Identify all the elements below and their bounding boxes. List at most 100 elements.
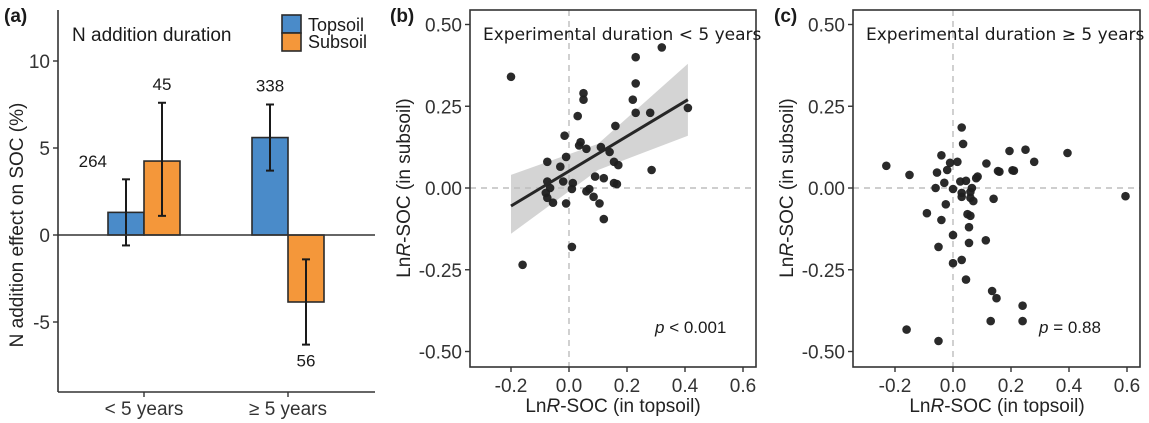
sample-size-label: 56 <box>297 352 316 371</box>
x-title-r: R <box>546 396 560 417</box>
y-tick-label: 10 <box>29 52 50 73</box>
panel-c-x-axis-title: LnR-SOC (in topsoil) <box>909 396 1084 417</box>
panel-b-x-axis-title: LnR-SOC (in topsoil) <box>525 396 700 417</box>
data-point <box>937 215 946 225</box>
legend-swatch-topsoil <box>281 14 302 34</box>
data-point <box>628 95 638 104</box>
data-point <box>573 111 582 121</box>
y-tick-label: -5 <box>33 313 50 334</box>
data-point <box>948 230 958 240</box>
data-point <box>631 52 640 62</box>
data-point <box>931 183 940 193</box>
data-point <box>992 293 1001 303</box>
data-point <box>631 108 640 118</box>
x-title-ln: Ln <box>525 396 546 417</box>
panel-a-y-axis-title: N addition effect on SOC (%) <box>7 103 28 348</box>
data-point <box>948 184 958 194</box>
data-point <box>645 108 655 118</box>
data-point <box>937 151 946 160</box>
sample-size-label: 45 <box>153 75 172 94</box>
data-point <box>561 152 571 162</box>
y-tick-label: 0.25 <box>808 97 845 118</box>
data-point <box>1008 166 1017 175</box>
data-point <box>567 184 577 194</box>
y-tick-label: -0.25 <box>419 261 462 282</box>
panel-b-y-axis-title: LnR-SOC (in subsoil) <box>394 98 415 278</box>
panel-a-legend: Topsoil Subsoil <box>281 14 367 52</box>
panel-a-title: N addition duration <box>72 25 232 46</box>
data-point <box>582 144 591 154</box>
data-point <box>543 193 552 203</box>
y-title-rest: -SOC (in subsoil) <box>777 98 798 243</box>
data-point <box>982 159 991 168</box>
data-point <box>506 72 516 82</box>
panel-a-bar-chart: (a) N addition duration N addition effec… <box>4 6 375 420</box>
data-point <box>987 286 997 296</box>
data-point <box>966 187 975 197</box>
data-point <box>1029 157 1039 167</box>
y-tick-label: 0.50 <box>425 16 462 37</box>
data-point <box>567 242 577 252</box>
y-title-r: R <box>777 243 798 257</box>
x-tick-label: 0.0 <box>940 376 966 397</box>
panel-c-plot-area: -0.2 0.0 0.2 0.4 0.6 -0.50 -0.25 0.00 0.25 0.50 <box>802 9 1141 397</box>
data-point <box>595 199 604 208</box>
legend-label-topsoil: Topsoil <box>308 15 364 35</box>
x-tick-label: 0.4 <box>1056 376 1083 397</box>
y-title-r: R <box>394 243 415 257</box>
data-point <box>683 103 693 113</box>
data-point <box>647 165 656 175</box>
data-point <box>1005 146 1014 156</box>
data-point <box>1021 145 1030 154</box>
data-point <box>957 192 966 202</box>
panel-a-x-ticks: < 5 years ≥ 5 years <box>105 392 327 420</box>
x-tick-label: ≥ 5 years <box>249 399 327 420</box>
data-point <box>993 166 1003 176</box>
x-tick-label: 0.2 <box>614 376 640 397</box>
y-tick-label: -0.25 <box>802 261 845 282</box>
p-value-text: < 0.001 <box>664 318 726 337</box>
data-point <box>589 192 598 202</box>
panel-a-y-ticks: -5 0 5 10 <box>29 52 58 334</box>
data-point <box>934 336 943 346</box>
y-title-ln: Ln <box>777 257 798 278</box>
panel-b-p-value: p < 0.001 <box>654 318 726 337</box>
data-point <box>989 194 998 204</box>
y-tick-label: -0.50 <box>802 343 845 364</box>
y-tick-label: -0.50 <box>419 343 462 364</box>
data-point <box>611 121 620 131</box>
data-point <box>882 161 891 171</box>
data-point <box>599 173 609 183</box>
x-tick-label: < 5 years <box>105 399 184 420</box>
legend-swatch-subsoil <box>281 32 302 52</box>
data-point <box>1063 148 1072 158</box>
panel-c-subtitle: Experimental duration ≥ 5 years <box>866 25 1145 45</box>
data-point <box>518 260 527 270</box>
data-point <box>1121 191 1130 201</box>
data-point <box>981 236 991 245</box>
data-point <box>941 200 951 209</box>
data-point <box>605 147 614 157</box>
x-tick-label: 0.4 <box>672 376 699 397</box>
data-point <box>612 179 622 189</box>
panel-c-y-axis-title: LnR-SOC (in subsoil) <box>777 98 798 278</box>
panel-c-p-value: p = 0.88 <box>1038 318 1101 337</box>
data-point <box>932 168 942 177</box>
data-point <box>969 196 978 206</box>
x-tick-label: 0.2 <box>998 376 1024 397</box>
data-point <box>957 255 966 265</box>
x-tick-label: -0.2 <box>495 376 528 397</box>
sample-size-label: 338 <box>256 77 284 96</box>
data-point <box>574 141 584 150</box>
panel-b-plot-area: -0.2 0.0 0.2 0.4 0.6 -0.50 -0.25 0.00 0.25 0.50 <box>419 9 757 397</box>
y-tick-label: 0.00 <box>808 179 845 200</box>
y-tick-label: 0.00 <box>425 179 462 200</box>
y-title-rest: -SOC (in subsoil) <box>394 98 415 243</box>
p-symbol: p <box>654 318 664 337</box>
data-point <box>902 325 911 334</box>
panel-c-scatter: (c) -0.2 0.0 0.2 0.4 0.6 -0.50 -0.25 0.00 0.25 0.… <box>774 6 1145 417</box>
data-point <box>556 162 565 171</box>
y-tick-label: 0 <box>39 226 50 247</box>
p-value-text: = 0.88 <box>1048 318 1100 337</box>
